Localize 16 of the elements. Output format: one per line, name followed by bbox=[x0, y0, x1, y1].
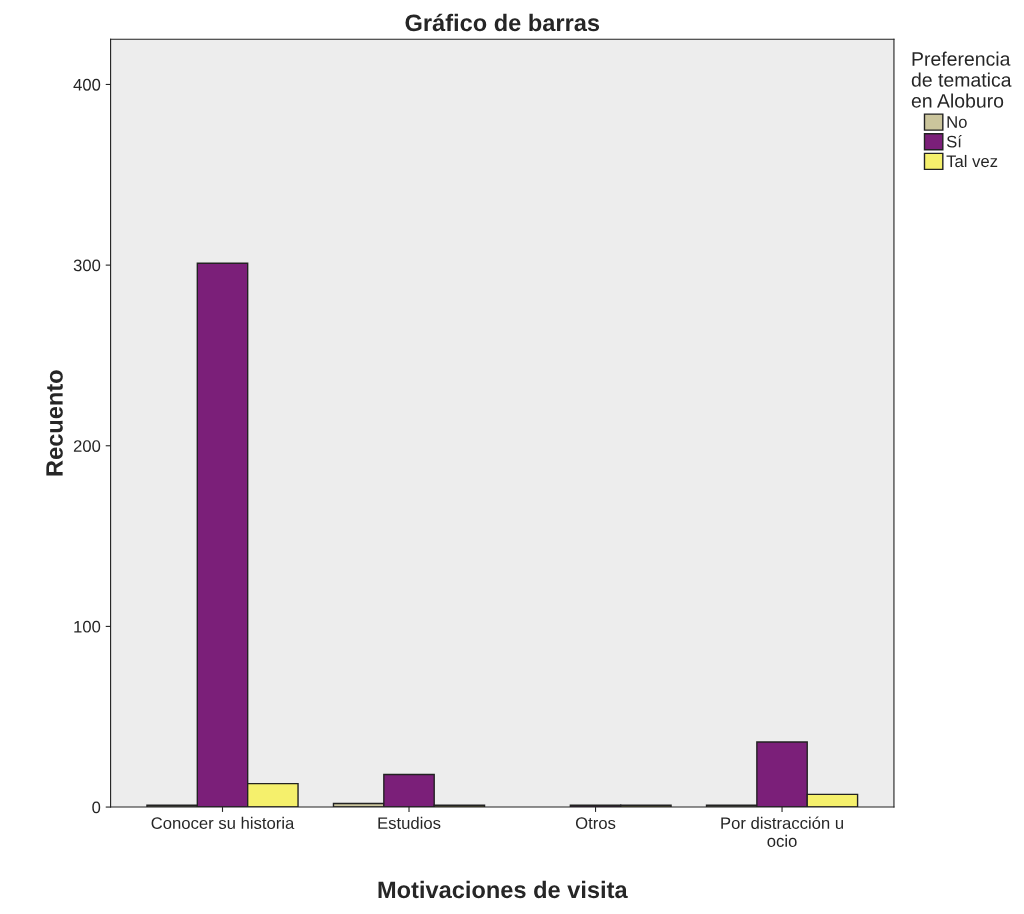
x-tick-label: Conocer su historia bbox=[151, 816, 295, 830]
y-tick-label: 0 bbox=[92, 801, 101, 814]
y-tick-label: 100 bbox=[74, 620, 101, 633]
legend-title: Preferencia de tematica en Aloburo bbox=[911, 51, 1012, 108]
chart-title: Gráfico de barras bbox=[405, 13, 600, 32]
y-tick-label: 300 bbox=[73, 259, 101, 272]
x-axis-title: Motivaciones de visita bbox=[378, 880, 628, 899]
x-tick-label: Por distracción u ocio bbox=[721, 816, 843, 847]
x-tick-label: Otros bbox=[575, 817, 616, 830]
y-tick-label: 200 bbox=[73, 440, 101, 452]
y-tick-label: 400 bbox=[73, 78, 101, 91]
x-tick-label: Estudios bbox=[378, 816, 441, 830]
legend-label: No bbox=[947, 116, 967, 128]
y-axis-title: Recuento bbox=[46, 370, 63, 476]
legend-label: Sí bbox=[946, 135, 962, 148]
legend-label: Tal vez bbox=[946, 154, 998, 168]
